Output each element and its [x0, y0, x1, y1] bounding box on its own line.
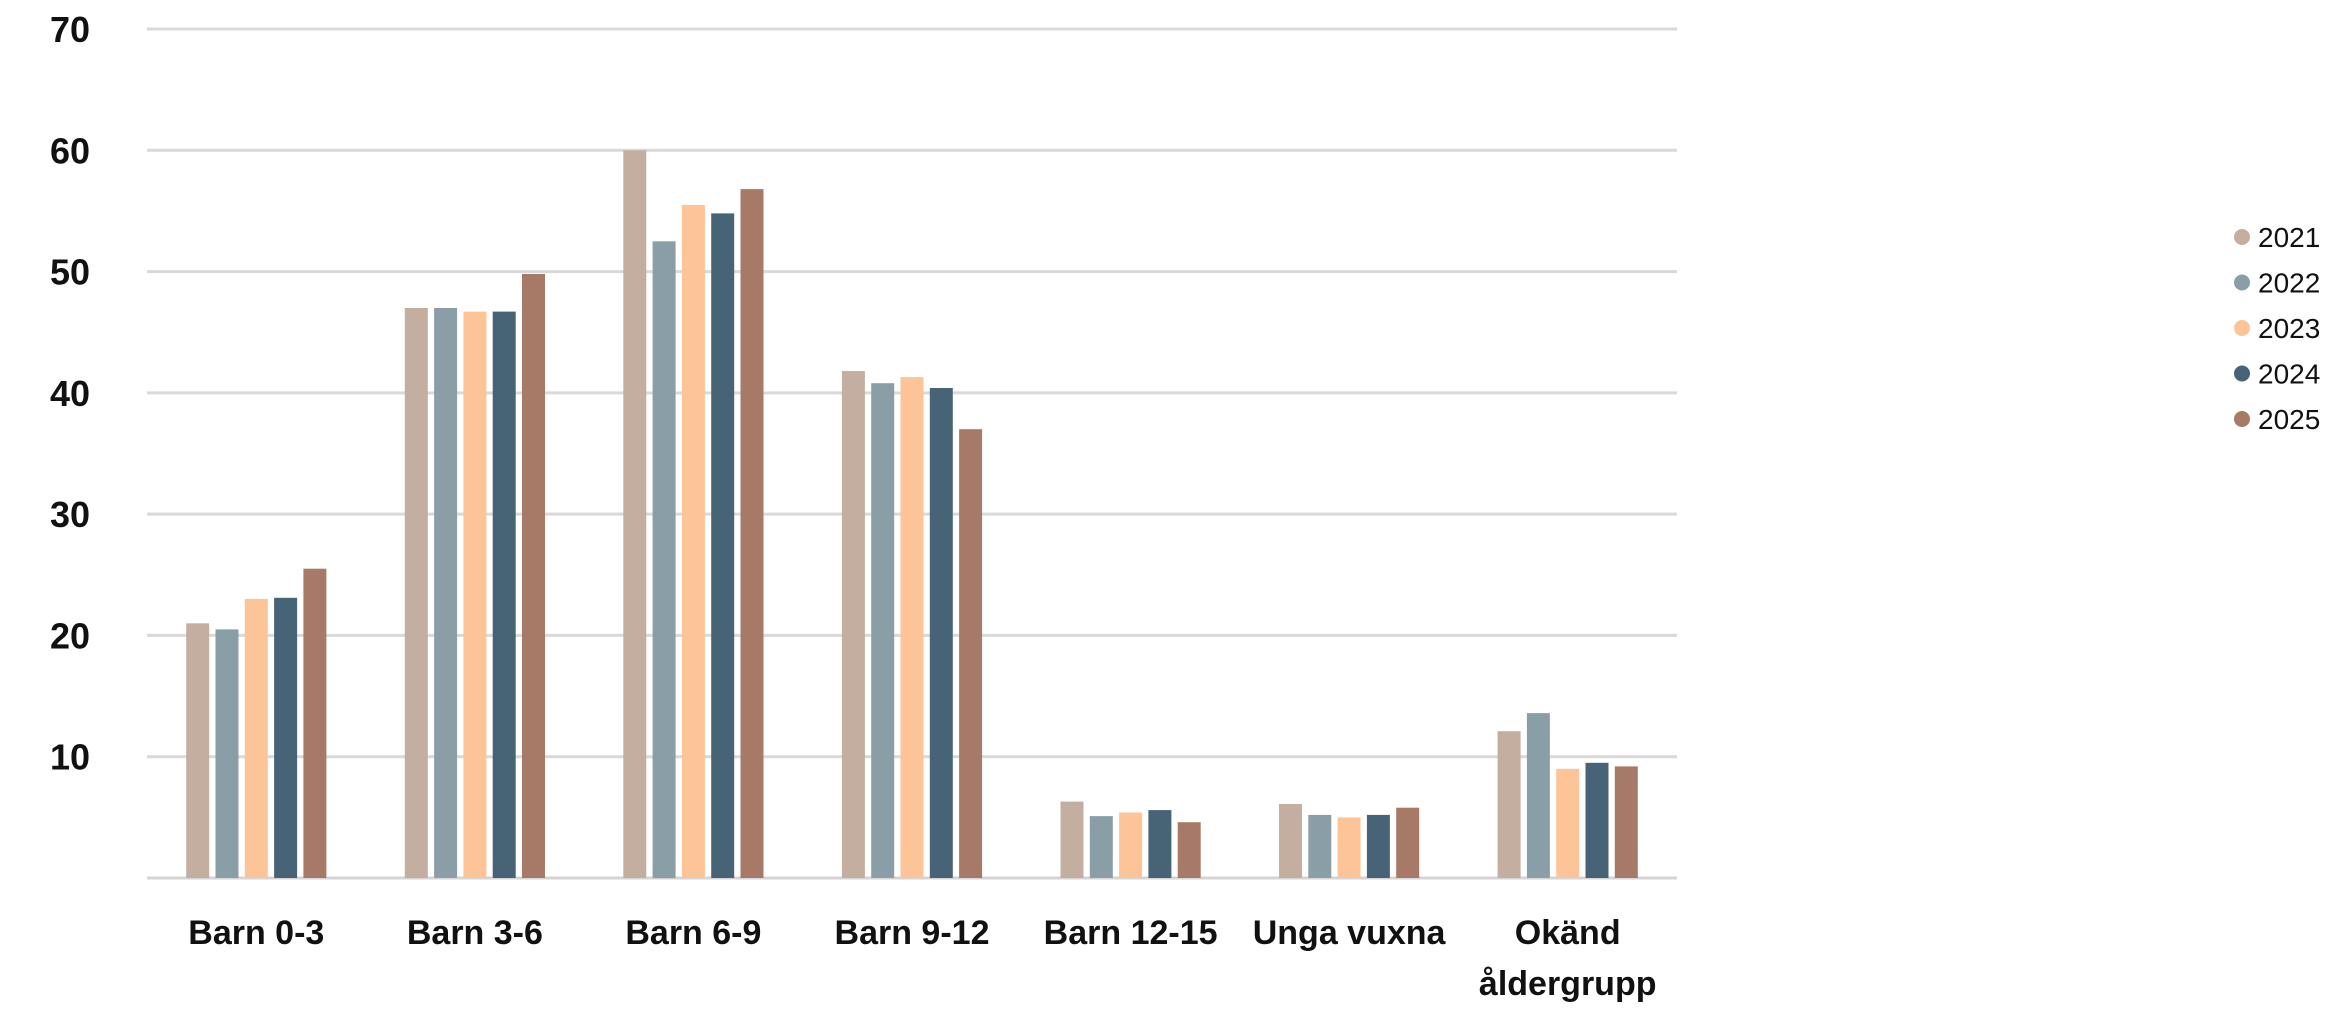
x-category-label: Barn 3-6 — [407, 914, 543, 952]
x-axis-category-labels: Barn 0-3 Barn 3-6 Barn 6-9 Barn 9-12 Barn 12… — [188, 914, 1656, 1003]
bars — [186, 150, 1638, 879]
x-category-label: Okänd — [1515, 914, 1621, 952]
legend-marker — [2234, 320, 2250, 336]
x-category-label: Barn 6-9 — [625, 914, 761, 952]
x-category-label: Barn 9-12 — [835, 914, 990, 952]
x-category-label: åldergrupp — [1479, 965, 1657, 1003]
bar — [1119, 812, 1143, 878]
y-tick-label: 50 — [50, 252, 90, 293]
legend-label: 2024 — [2258, 359, 2320, 390]
bar — [1089, 816, 1113, 878]
bar — [434, 308, 458, 878]
bar — [1614, 766, 1638, 878]
bar — [1337, 817, 1361, 878]
y-tick-label: 70 — [50, 9, 90, 50]
bar — [841, 371, 865, 878]
bar — [215, 629, 239, 878]
y-tick-label: 10 — [50, 737, 90, 778]
bar — [652, 241, 676, 879]
bar — [404, 308, 428, 878]
bar — [900, 377, 924, 878]
bar — [871, 383, 895, 878]
bar — [492, 311, 516, 879]
bar — [740, 189, 764, 879]
bar — [303, 568, 327, 878]
bar — [244, 599, 268, 878]
bar — [1308, 814, 1332, 878]
x-category-label: Barn 12-15 — [1044, 914, 1218, 952]
legend-label: 2022 — [2258, 268, 2320, 299]
bar — [1556, 768, 1580, 878]
bar — [959, 429, 983, 878]
bar — [1526, 713, 1550, 878]
bar — [1585, 762, 1609, 878]
y-tick-label: 20 — [50, 615, 90, 656]
legend-label: 2021 — [2258, 222, 2320, 253]
bar — [274, 597, 298, 878]
legend-marker — [2234, 229, 2250, 245]
bar — [623, 150, 647, 879]
x-category-label: Barn 0-3 — [188, 914, 324, 952]
bar — [1497, 731, 1521, 878]
y-axis-tick-labels: 10 20 30 40 50 60 70 — [50, 9, 90, 778]
bar — [1148, 810, 1172, 878]
bar — [1177, 822, 1201, 878]
legend: 2021 2022 2023 2024 2025 — [2234, 222, 2320, 435]
legend-marker — [2234, 274, 2250, 291]
bar — [186, 623, 210, 878]
bar — [522, 274, 545, 878]
legend-marker — [2234, 365, 2250, 382]
bar — [1060, 801, 1084, 878]
legend-label: 2023 — [2258, 313, 2320, 344]
y-tick-label: 30 — [50, 494, 90, 535]
bar — [681, 204, 705, 878]
legend-label: 2025 — [2258, 404, 2320, 435]
bar — [1396, 807, 1420, 878]
y-tick-label: 40 — [50, 373, 90, 414]
x-category-label: Unga vuxna — [1253, 914, 1447, 952]
bar — [929, 388, 953, 878]
bar — [1279, 804, 1302, 878]
y-tick-label: 60 — [50, 130, 90, 171]
bar — [711, 213, 735, 878]
bar — [1366, 814, 1390, 878]
legend-marker — [2234, 411, 2250, 427]
bar — [463, 311, 487, 879]
